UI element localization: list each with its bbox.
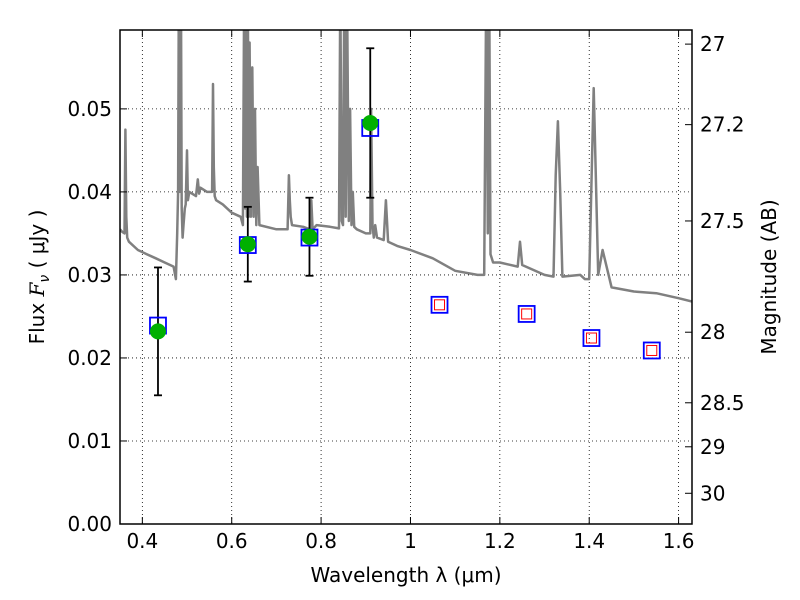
spectrum-line (120, 30, 692, 303)
observed-layer (149, 114, 379, 340)
y2-axis-label: Magnitude (AB) (757, 199, 781, 354)
y-axis-label: Flux Fν ( μJy ) (25, 210, 53, 345)
y-tick-label: 0.03 (67, 263, 112, 287)
model-point-box (517, 305, 536, 323)
spectrum-layer (120, 30, 692, 303)
plot-background (120, 30, 692, 524)
y2-tick-label: 28.5 (700, 391, 745, 415)
plot-frame (119, 29, 693, 525)
y2-tick-label: 27.5 (700, 209, 745, 233)
model-point-inner (521, 308, 533, 320)
observed-point (149, 323, 166, 340)
y2-tick-label: 27 (700, 32, 725, 56)
y2-tick-label: 29 (700, 435, 725, 459)
x-tick-label: 1.4 (573, 529, 605, 553)
y-axis-ticks: 0.00 0.01 0.02 0.03 0.04 0.05 (67, 97, 127, 536)
x-axis-label: Wavelength λ (μm) (310, 563, 501, 587)
model-point-box (430, 295, 449, 314)
y-tick-label: 0.01 (67, 429, 112, 453)
observed-point (362, 114, 379, 131)
y-tick-label: 0.02 (67, 346, 112, 370)
x-tick-label: 0.8 (305, 529, 337, 553)
model-point-inner (434, 299, 446, 311)
x-axis-ticks: 0.4 0.6 0.8 1 1.2 1.4 1.6 (126, 30, 695, 553)
y-tick-label: 0.04 (67, 180, 112, 204)
y2-tick-label: 27.2 (700, 113, 745, 137)
model-layer (149, 119, 661, 360)
x-tick-label: 1 (404, 529, 417, 553)
x-tick-label: 0.6 (216, 529, 248, 553)
x-tick-label: 0.4 (126, 529, 158, 553)
observed-point (239, 236, 256, 253)
y-axis-label-subscript: ν (37, 275, 53, 283)
y-axis-label-suffix: ( μJy ) (25, 210, 49, 275)
y-tick-label: 0.05 (67, 97, 112, 121)
model-point-box (642, 341, 661, 360)
x-tick-label: 1.2 (484, 529, 516, 553)
y-axis-label-prefix: Flux (25, 296, 49, 344)
y2-tick-label: 30 (700, 481, 725, 505)
model-point-inner (585, 332, 597, 344)
y-tick-label: 0.00 (67, 512, 112, 536)
model-point-inner (646, 344, 658, 356)
y-axis-label-symbol: F (25, 281, 49, 297)
y2-axis-ticks: 27 27.2 27.5 28 28.5 29 30 (685, 32, 745, 505)
model-point-box (582, 329, 601, 347)
x-tick-label: 1.6 (663, 529, 695, 553)
y2-tick-label: 28 (700, 320, 725, 344)
observed-point (301, 228, 318, 245)
